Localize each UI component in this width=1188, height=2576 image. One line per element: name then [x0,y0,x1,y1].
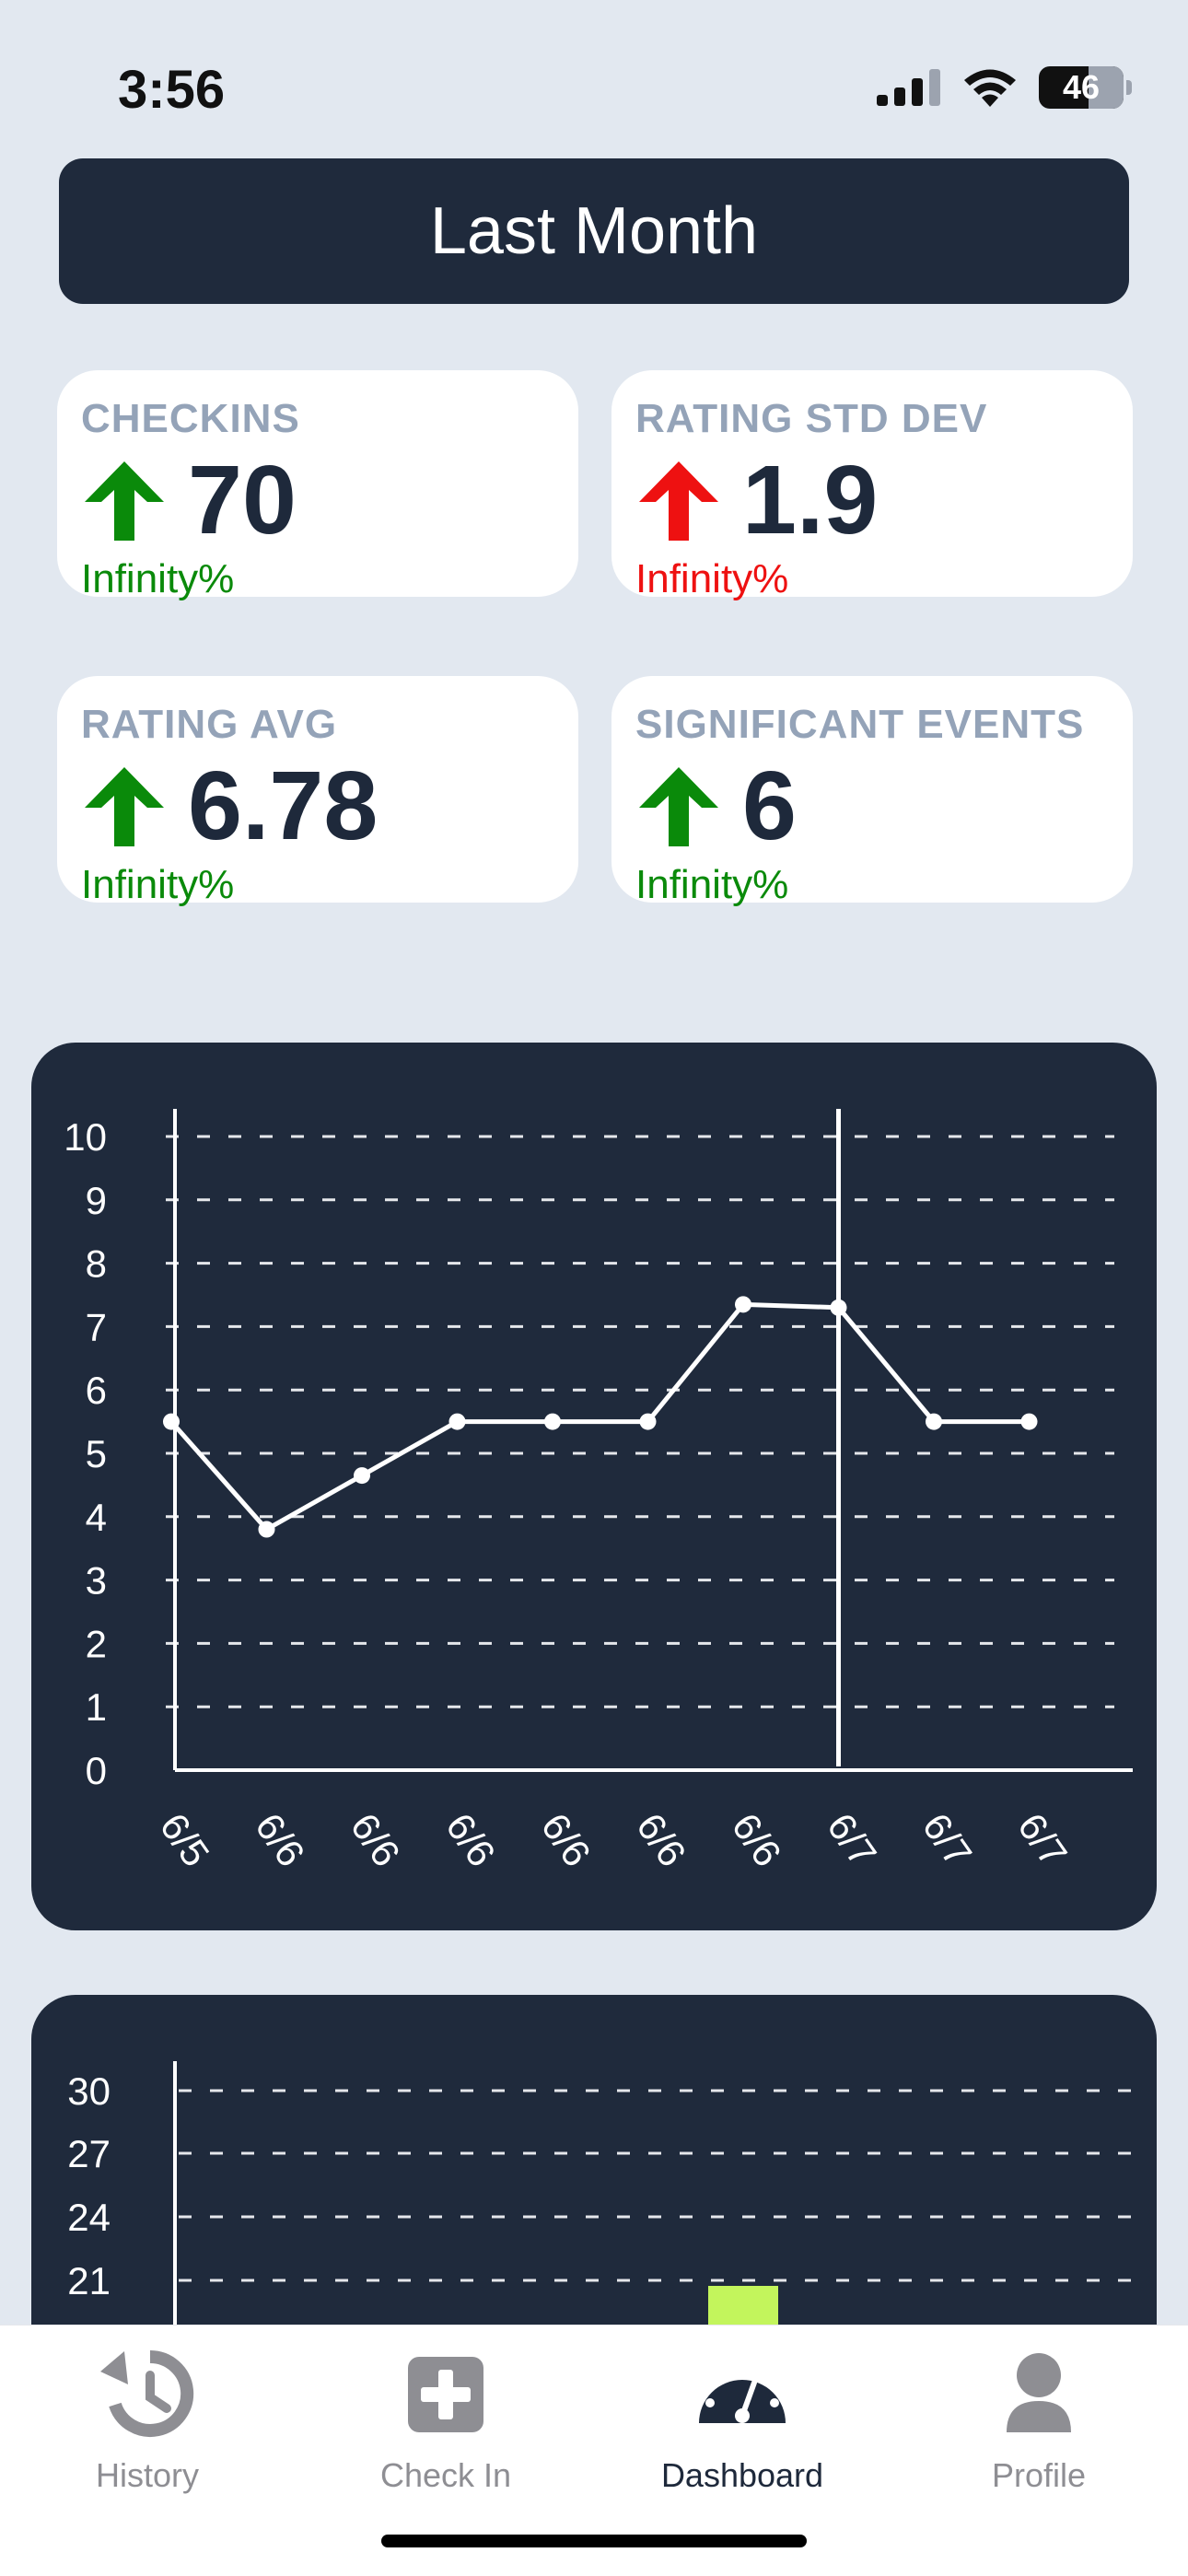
tab-profile[interactable]: Profile [901,2344,1177,2495]
stat-value: 1.9 [742,446,879,554]
data-point [735,1296,751,1313]
y-tick-label: 2 [86,1622,107,1665]
stat-label: SIGNIFICANT EVENTS [635,702,1085,747]
period-selector-button[interactable]: Last Month [59,158,1129,304]
tab-check-in[interactable]: Check In [308,2344,584,2495]
plus-square-icon [408,2357,483,2432]
y-tick-label: 10 [64,1115,107,1159]
data-point [544,1413,561,1430]
x-tick-label: 6/5 [152,1805,218,1874]
data-point [163,1413,180,1430]
stat-card-significant-events: SIGNIFICANT EVENTS 6 Infinity% [611,676,1133,907]
data-point [354,1467,370,1485]
status-time: 3:56 [118,60,226,120]
data-point [448,1413,466,1430]
data-point [830,1299,847,1316]
bar-chart-card: 21 24 27 30 [31,1995,1157,2382]
tab-label: Profile [991,2456,1087,2494]
battery-icon: 46 [1039,66,1132,109]
tab-label: Check In [379,2456,512,2494]
bar-chart: 21 24 27 30 [67,2061,1136,2382]
stat-value: 6.78 [188,752,379,860]
history-icon [100,2349,194,2437]
profile-icon [1007,2353,1071,2432]
data-point [258,1521,275,1538]
y-tick-label: 30 [67,2069,111,2113]
status-icons: 46 [877,66,1132,109]
stat-value: 6 [742,752,797,860]
y-tick-label: 1 [86,1685,107,1729]
stat-change: Infinity% [81,556,235,601]
stat-label: CHECKINS [81,396,300,441]
y-tick-label: 0 [86,1749,107,1792]
y-tick-label: 24 [67,2196,111,2239]
x-tick-label: 6/7 [914,1805,981,1874]
x-tick-label: 6/6 [628,1805,694,1874]
stat-change: Infinity% [81,862,235,907]
y-tick-label: 6 [86,1369,107,1412]
status-bar: 3:56 46 [0,0,1188,147]
y-tick-label: 9 [86,1179,107,1222]
y-tick-label: 4 [86,1496,107,1539]
wifi-icon [964,69,1016,107]
tab-dashboard[interactable]: Dashboard [604,2344,880,2495]
cellular-signal-icon [877,69,940,106]
rating-line-chart-card: 0 1 2 3 4 5 6 7 8 9 10 6/5 6/6 6/6 6/6 6/6 6/6 6/6 6/7 6/7 6… [31,1043,1157,1930]
stat-card-rating-std-dev: RATING STD DEV 1.9 Infinity% [611,370,1133,601]
battery-level: 46 [1062,68,1101,106]
stat-label: RATING STD DEV [635,396,988,441]
stat-change: Infinity% [635,556,789,601]
stat-value: 70 [188,446,297,554]
y-tick-label: 5 [86,1432,107,1475]
x-tick-label: 6/7 [819,1805,885,1874]
tab-label: History [95,2456,199,2494]
y-tick-label: 21 [67,2259,111,2302]
arrow-up-icon [639,461,718,541]
y-tick-label: 3 [86,1559,107,1603]
x-tick-label: 6/6 [437,1805,504,1874]
tab-bar: History Check In Dashboard Profile [0,2325,1188,2576]
stat-card-rating-avg: RATING AVG 6.78 Infinity% [57,676,578,907]
x-tick-label: 6/7 [1009,1805,1076,1874]
rating-line-chart: 0 1 2 3 4 5 6 7 8 9 10 6/5 6/6 6/6 6/6 6/6 6/6 6/6 6/7 6/7 6… [64,1109,1133,1874]
x-tick-label: 6/6 [247,1805,313,1874]
x-tick-label: 6/6 [724,1805,790,1874]
stat-change: Infinity% [635,862,789,907]
arrow-up-icon [85,767,164,846]
rating-series-line [169,1301,1030,1533]
x-tick-label: 6/6 [343,1805,409,1874]
dashboard-gauge-icon [699,2367,786,2423]
home-indicator [381,2535,807,2547]
y-tick-label: 27 [67,2132,111,2175]
data-point [926,1413,942,1430]
tab-label: Dashboard [660,2456,824,2494]
x-tick-label: 6/6 [533,1805,600,1874]
y-tick-label: 7 [86,1305,107,1348]
y-tick-label: 8 [86,1242,107,1286]
arrow-up-icon [639,767,718,846]
data-point [639,1413,657,1430]
arrow-up-icon [85,461,164,541]
data-point [1020,1413,1038,1430]
stat-card-checkins: CHECKINS 70 Infinity% [57,370,578,601]
tab-history[interactable]: History [9,2344,285,2495]
stat-label: RATING AVG [81,702,338,747]
